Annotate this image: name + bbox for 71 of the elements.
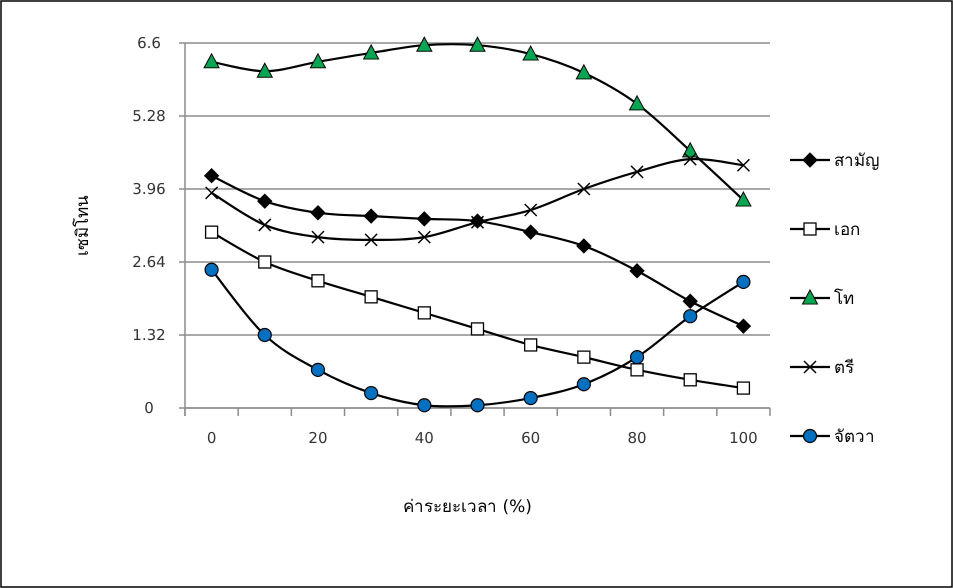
point [310, 205, 326, 220]
point [310, 362, 326, 377]
point [630, 165, 644, 179]
point [257, 194, 272, 209]
point [576, 377, 591, 392]
point [258, 255, 272, 269]
y-tick-label: 0 [144, 399, 154, 417]
point [204, 168, 220, 184]
x-tick-label: 40 [414, 429, 434, 447]
point [470, 322, 484, 336]
x-axis-title: ค่าระยะเวลา (%) [403, 497, 532, 517]
point [204, 186, 218, 200]
point [735, 192, 752, 207]
point [418, 306, 431, 320]
point [204, 53, 220, 68]
point [683, 309, 698, 324]
point [736, 381, 750, 395]
y-tick-label: 2.64 [132, 253, 166, 271]
point [522, 46, 539, 61]
x-tick-label: 100 [729, 429, 758, 447]
point [311, 230, 325, 244]
point [524, 203, 538, 217]
y-tick-label: 6.6 [137, 34, 161, 52]
point [256, 62, 273, 78]
point [630, 263, 645, 278]
point [416, 211, 432, 226]
point [684, 373, 697, 386]
point [523, 224, 538, 240]
legend-label: เอก [834, 220, 860, 240]
point [576, 64, 592, 80]
x-tick-label: 0 [206, 429, 216, 447]
point [310, 53, 326, 68]
legend-label: จัตวา [834, 427, 875, 447]
legend-label: สามัญ [834, 151, 879, 171]
y-tick-label: 5.28 [132, 107, 166, 125]
y-tick-label: 3.96 [132, 180, 166, 198]
point [364, 233, 378, 247]
point [364, 290, 378, 304]
point [364, 386, 378, 400]
y-axis-title: เซมิโทน [72, 195, 93, 256]
x-tick-label: 20 [308, 429, 328, 447]
x-tick-label: 60 [521, 429, 540, 447]
point [577, 182, 591, 196]
legend-label: โท [834, 288, 854, 309]
point [576, 238, 592, 254]
point [470, 36, 486, 52]
x-tick-label: 80 [628, 429, 647, 447]
point [682, 294, 698, 309]
point [311, 274, 325, 288]
point [524, 338, 538, 352]
point [524, 390, 538, 406]
point [683, 152, 697, 166]
point [736, 158, 750, 172]
point [258, 218, 272, 232]
point [629, 95, 646, 110]
point [204, 225, 218, 239]
point [418, 230, 432, 244]
point [204, 262, 219, 277]
y-tick-label: 1.32 [132, 326, 166, 344]
point [417, 398, 432, 412]
point [577, 350, 591, 364]
point [630, 363, 644, 376]
point [364, 208, 379, 224]
point [736, 318, 751, 334]
point [416, 36, 432, 52]
point [736, 274, 751, 290]
point [363, 44, 380, 60]
point [470, 398, 485, 412]
point [630, 350, 644, 364]
point [258, 328, 272, 342]
legend-label: ตรี [834, 358, 854, 378]
